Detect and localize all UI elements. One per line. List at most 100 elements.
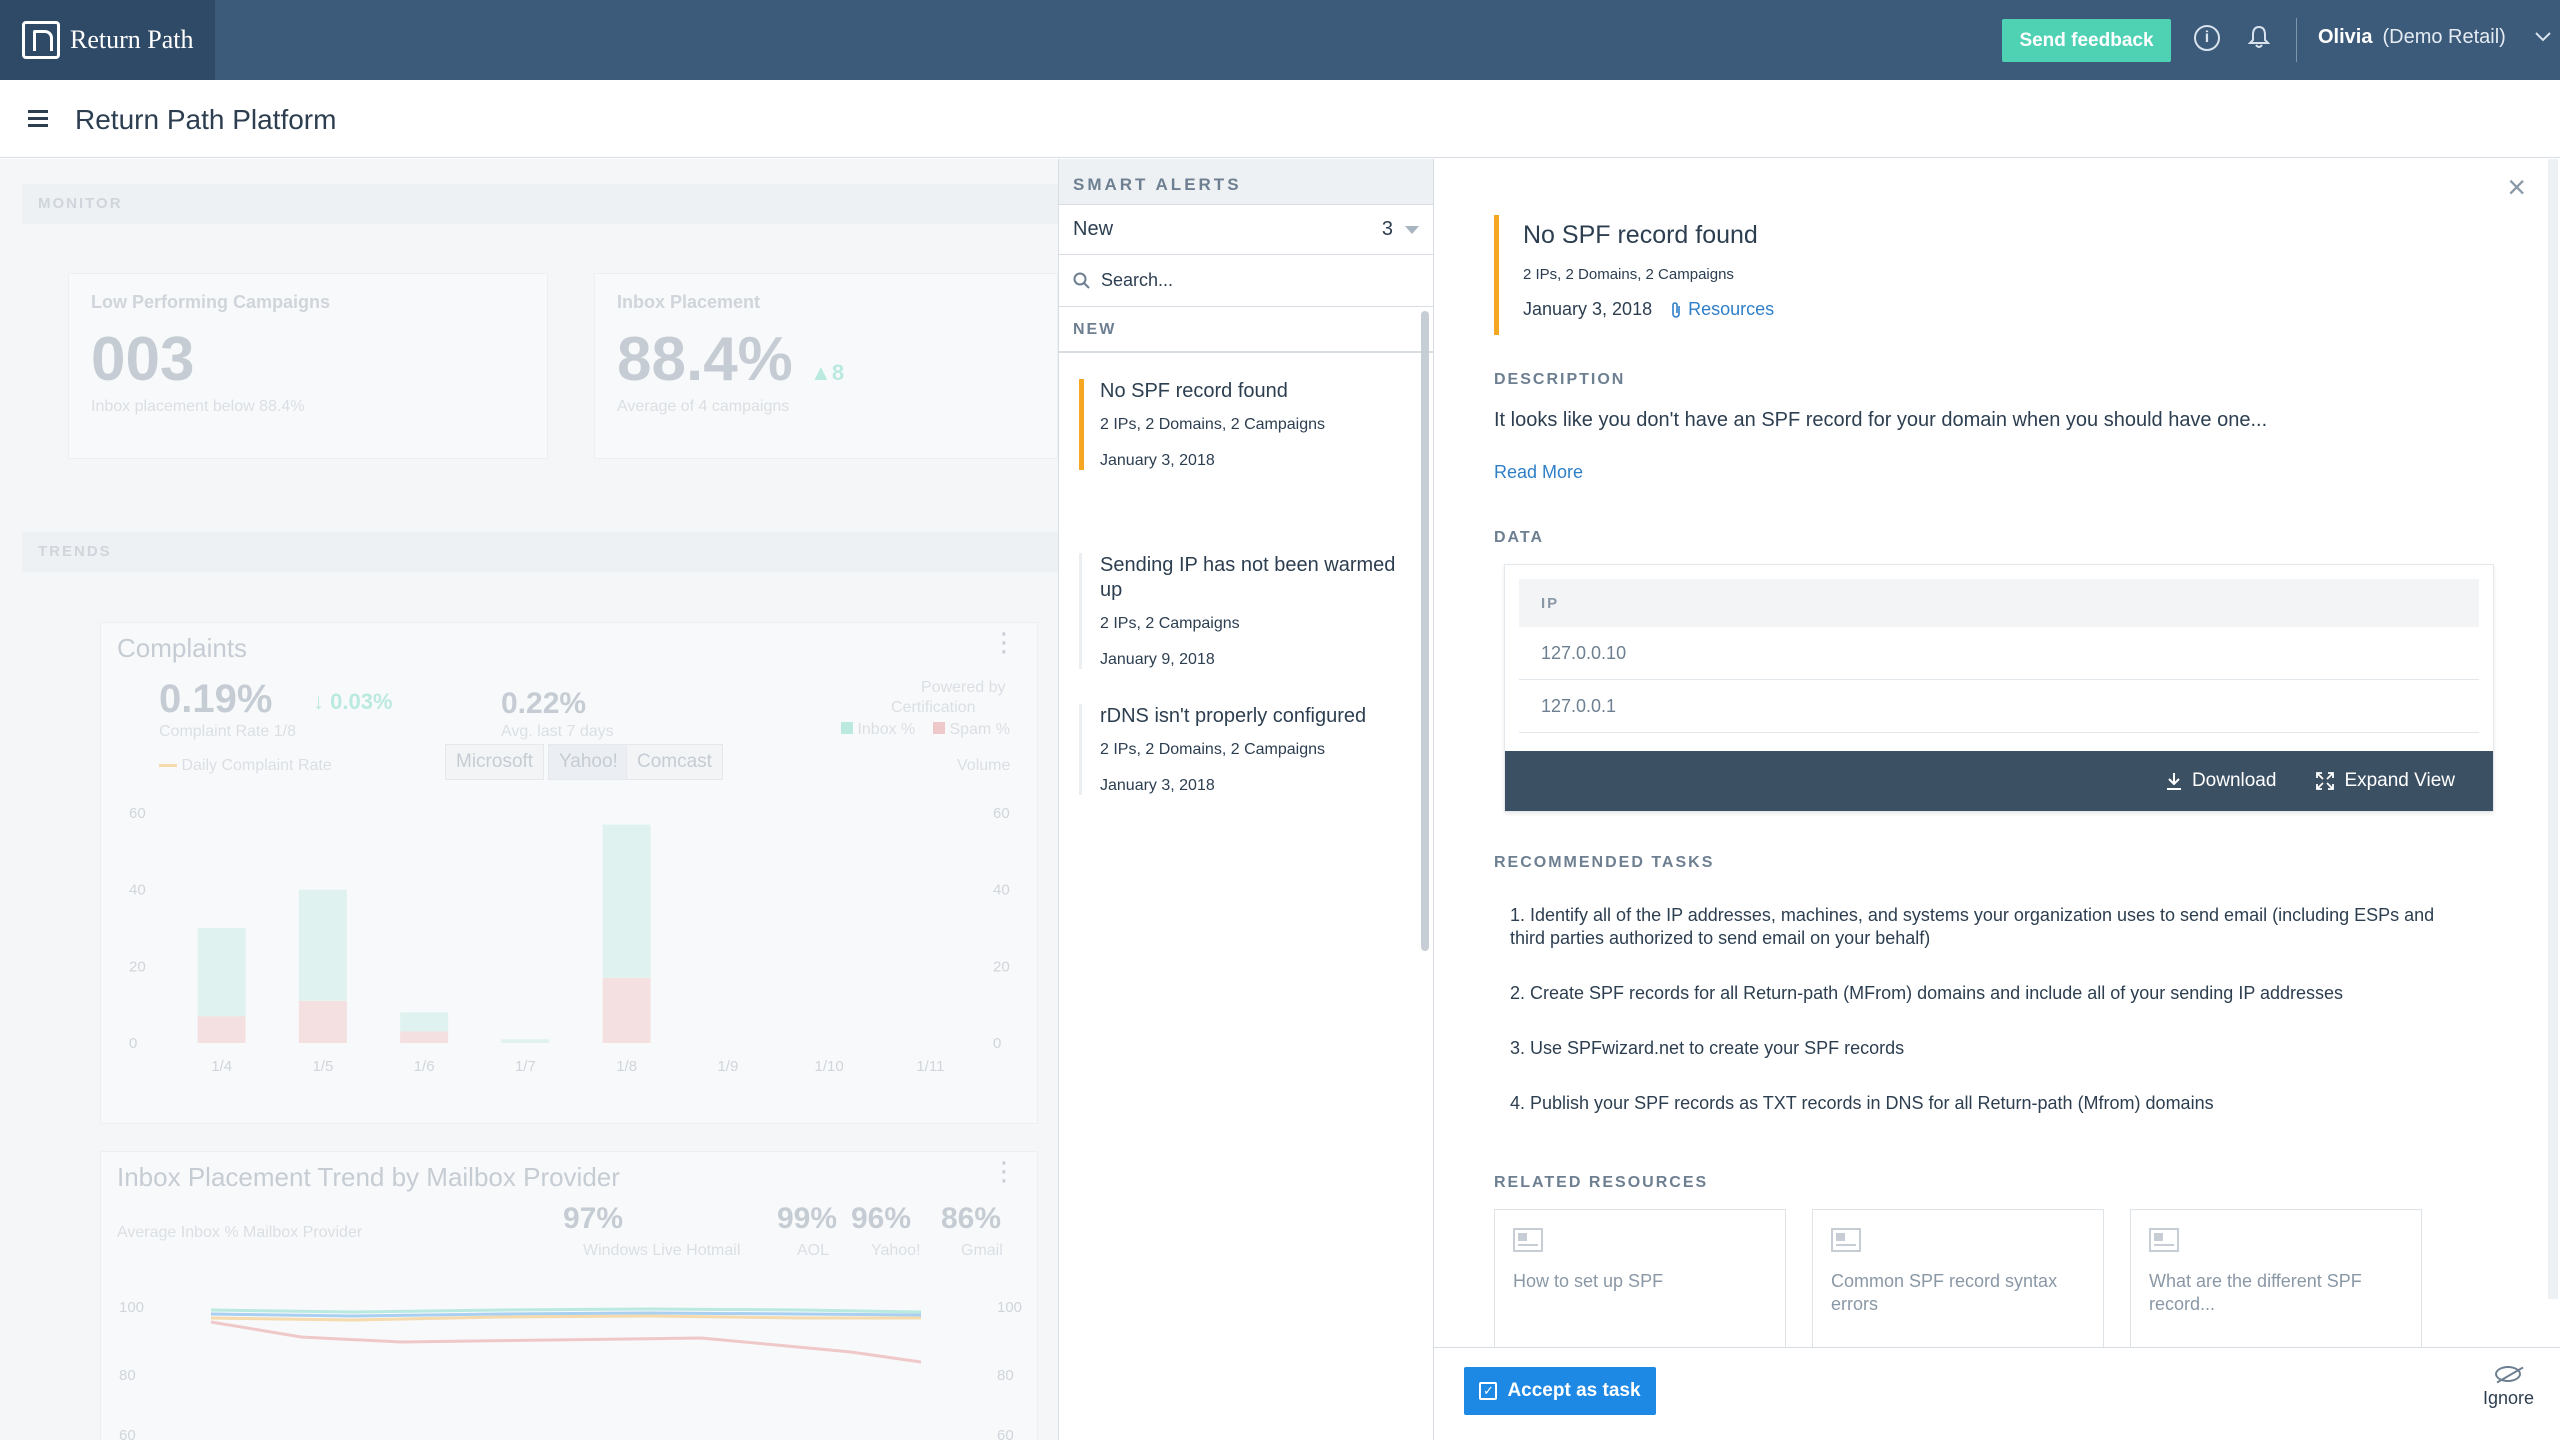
checkbox-icon: ✓ <box>1479 1382 1498 1400</box>
resource-card[interactable]: What are the different SPF record... <box>2130 1209 2422 1349</box>
y-tick-label-right: 60 <box>993 805 1010 822</box>
x-tick-label: 1/10 <box>815 1058 844 1075</box>
smart-alerts-header: SMART ALERTS <box>1059 159 1433 205</box>
brand-logo[interactable]: Return Path <box>0 0 215 80</box>
y-tick-label: 40 <box>129 882 146 899</box>
accept-label: Accept as task <box>1507 1380 1641 1401</box>
recommended-tasks-list: 1. Identify all of the IP addresses, mac… <box>1510 904 2470 1147</box>
table-row: 127.0.0.1 <box>1519 680 2479 733</box>
bar-inbox[interactable] <box>400 1012 449 1032</box>
y-tick-label-right: 20 <box>993 958 1010 975</box>
expand-view-label: Expand View <box>2344 770 2455 791</box>
alerts-status-filter[interactable]: New 3 <box>1059 205 1433 255</box>
bell-icon[interactable] <box>2246 25 2272 51</box>
ip-column-header: IP <box>1519 579 2479 627</box>
bar-inbox[interactable] <box>501 1039 550 1043</box>
download-button[interactable]: Download <box>2166 770 2276 792</box>
hamburger-menu-icon[interactable] <box>28 110 48 127</box>
eye-off-icon <box>2495 1366 2522 1382</box>
svg-text:60: 60 <box>119 1427 136 1440</box>
detail-title: No SPF record found <box>1523 221 1758 249</box>
alert-date: January 9, 2018 <box>1100 651 1215 668</box>
info-icon[interactable]: i <box>2194 25 2220 51</box>
accept-as-task-button[interactable]: ✓ Accept as task <box>1464 1367 1656 1415</box>
legend-inbox: Inbox % <box>841 721 915 739</box>
resource-title: How to set up SPF <box>1513 1271 1664 1291</box>
x-tick-label: 1/5 <box>312 1058 333 1075</box>
bar-inbox[interactable] <box>197 928 246 1017</box>
alerts-search-bar <box>1059 255 1433 307</box>
powered-by: Powered by <box>921 679 1006 696</box>
article-icon <box>1831 1228 1861 1252</box>
inbox-placement-card[interactable]: Inbox Placement 88.4% ▲8 Average of 4 ca… <box>594 273 1058 459</box>
alerts-search-input[interactable] <box>1101 270 1401 291</box>
svg-text:100: 100 <box>997 1299 1022 1316</box>
resource-card[interactable]: Common SPF record syntax errors <box>1812 1209 2104 1349</box>
dashboard-background: MONITOR Low Performing Campaigns 003 Inb… <box>0 159 1058 1440</box>
provider-aol-value: 99% <box>777 1202 838 1235</box>
send-feedback-button[interactable]: Send feedback <box>2002 19 2171 62</box>
article-icon <box>1513 1228 1543 1252</box>
monitor-band <box>22 184 1058 224</box>
description-label: DESCRIPTION <box>1494 371 1626 388</box>
low-performing-card[interactable]: Low Performing Campaigns 003 Inbox place… <box>68 273 548 459</box>
user-menu[interactable]: Olivia (Demo Retail) <box>2318 26 2552 49</box>
bar-spam[interactable] <box>298 1000 347 1043</box>
complaint-delta: ↓ 0.03% <box>313 689 393 714</box>
resources-link[interactable]: Resources <box>1670 299 1774 320</box>
x-tick-label: 1/11 <box>916 1058 944 1075</box>
task-item: 3. Use SPFwizard.net to create your SPF … <box>1510 1038 1905 1058</box>
smart-alerts-panel: SMART ALERTS New 3 NEW No SPF record fou… <box>1058 159 1434 1440</box>
bar-spam[interactable] <box>602 977 651 1043</box>
ip-table: IP 127.0.0.10 127.0.0.1 <box>1519 579 2479 733</box>
daily-line-swatch <box>159 764 177 768</box>
svg-text:60: 60 <box>997 1427 1014 1440</box>
bar-inbox[interactable] <box>298 889 347 1001</box>
detail-header: No SPF record found 2 IPs, 2 Domains, 2 … <box>1494 215 1774 335</box>
x-tick-label: 1/7 <box>515 1058 536 1075</box>
alert-item-no-spf[interactable]: No SPF record found 2 IPs, 2 Domains, 2 … <box>1079 379 1407 470</box>
article-icon <box>2149 1228 2179 1252</box>
alerts-count-wrap: 3 <box>1382 218 1419 241</box>
y-tick-label: 0 <box>129 1035 137 1052</box>
ignore-button[interactable]: Ignore <box>2483 1366 2534 1409</box>
alerts-scrollbar[interactable] <box>1421 311 1429 951</box>
resource-card[interactable]: How to set up SPF <box>1494 1209 1786 1349</box>
detail-footer: ✓ Accept as task Ignore <box>1434 1347 2560 1440</box>
filter-yahoo[interactable]: Yahoo! <box>548 744 629 780</box>
inbox-placement-value: 88.4% ▲8 <box>617 324 844 395</box>
filter-microsoft[interactable]: Microsoft <box>445 744 545 780</box>
y-tick-label-right: 0 <box>993 1035 1001 1052</box>
expand-view-button[interactable]: Expand View <box>2316 770 2455 792</box>
alert-date: January 3, 2018 <box>1100 452 1215 469</box>
user-account: (Demo Retail) <box>2382 26 2506 48</box>
close-icon[interactable]: × <box>2507 169 2526 205</box>
alert-title: No SPF record found <box>1100 380 1288 402</box>
detail-meta: 2 IPs, 2 Domains, 2 Campaigns <box>1523 266 1734 283</box>
read-more-link[interactable]: Read More <box>1494 462 1584 482</box>
provider-yahoo-name: Yahoo! <box>871 1242 921 1259</box>
logo-text: Return Path <box>70 25 194 54</box>
avg-complaint-sub: Avg. last 7 days <box>501 723 614 740</box>
bar-spam[interactable] <box>197 1016 246 1043</box>
alert-item-ip-warmup[interactable]: Sending IP has not been warmed up 2 IPs,… <box>1079 553 1407 669</box>
legend-spam-label: Spam % <box>949 721 1010 738</box>
detail-scrollbar[interactable] <box>2548 159 2558 1299</box>
alert-title: rDNS isn't properly configured <box>1100 705 1367 727</box>
inbox-trend-sub: Average Inbox % Mailbox Provider <box>117 1224 363 1241</box>
inbox-trend-card: Inbox Placement Trend by Mailbox Provide… <box>100 1151 1038 1440</box>
y-tick-label-right: 40 <box>993 882 1010 899</box>
data-card-footer: Download Expand View <box>1505 751 2493 811</box>
alert-item-rdns[interactable]: rDNS isn't properly configured 2 IPs, 2 … <box>1079 704 1407 795</box>
inbox-placement-number: 88.4% <box>617 325 793 394</box>
table-row: 127.0.0.10 <box>1519 627 2479 680</box>
legend-inbox-swatch <box>841 722 853 734</box>
bar-inbox[interactable] <box>602 824 651 978</box>
filter-comcast[interactable]: Comcast <box>626 744 723 780</box>
bar-spam[interactable] <box>400 1031 449 1044</box>
x-tick-label: 1/9 <box>717 1058 738 1075</box>
related-resources-label: RELATED RESOURCES <box>1494 1174 1709 1191</box>
complaint-delta-value: 0.03% <box>330 689 393 714</box>
svg-text:80: 80 <box>997 1367 1014 1384</box>
download-icon <box>2166 773 2181 790</box>
